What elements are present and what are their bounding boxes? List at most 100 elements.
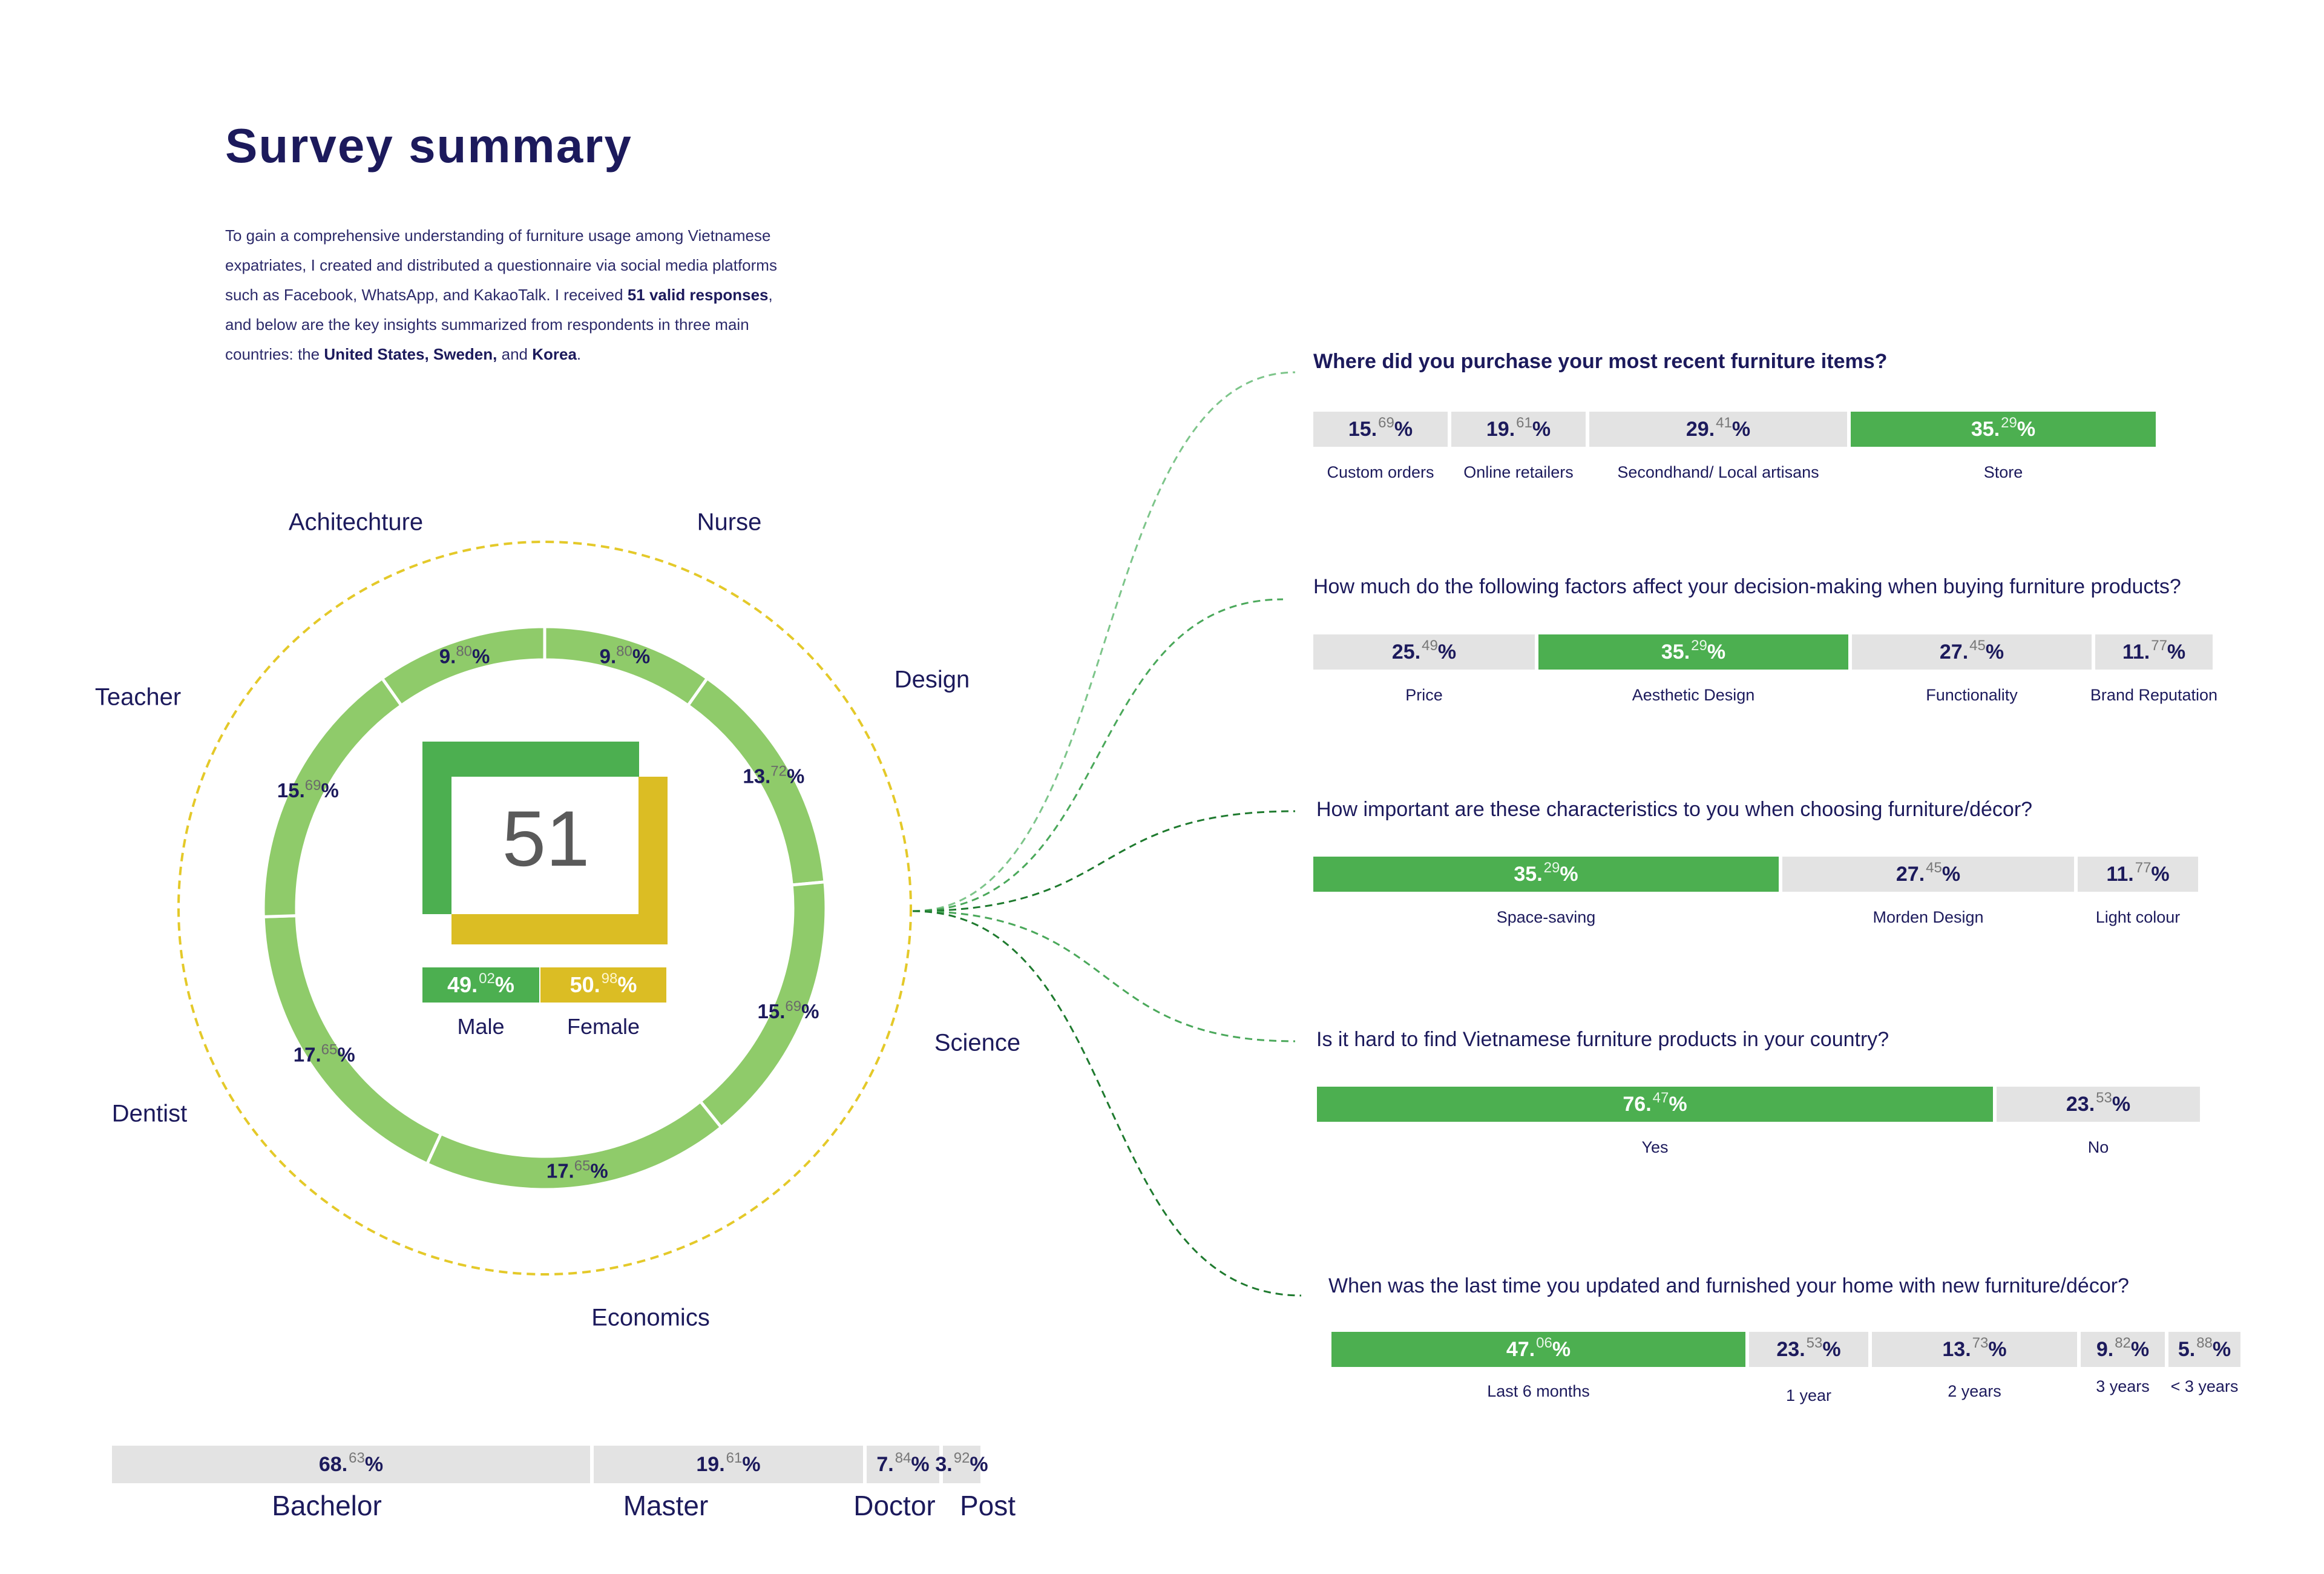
bar-value: 35. [1661,640,1690,664]
bar-value-decimal: 45 [1969,637,1986,654]
bar-segment-secondhand-local-artisans: 29. 41% [1589,412,1847,447]
total-responses: 51 [502,794,590,883]
category-label-aesthetic-design: Aesthetic Design [1632,686,1755,704]
bar-segment-morden-design: 27. 45% [1782,857,2074,892]
percent-sign: % [1560,862,1578,886]
bar-value-decimal: 92 [953,1450,970,1466]
bar-segment-yes: 76. 47% [1317,1087,1993,1122]
category-label-post: Post [959,1490,1016,1521]
bar-value: 15. [1348,417,1377,441]
bar-segment-aesthetic-design: 35. 29% [1538,634,1848,670]
occupation-label-economics: Economics [591,1304,710,1331]
bar-segment-last-6-months: 47. 06% [1331,1332,1745,1367]
bar-value-decimal: 77 [2151,637,2167,654]
bar-value: 7. [876,1452,894,1476]
bar-value: 50. [570,972,600,997]
connector-line [912,910,1302,1297]
bar-value: 19. [1486,417,1515,441]
bar-value: 5. [2178,1337,2196,1361]
percent-sign: % [617,972,637,997]
question-title: How important are these characteristics … [1316,798,2033,821]
bar-segment-male: 49. 02% [422,967,539,1003]
bar-value-decimal: 41 [1716,415,1732,431]
donut-value-labels: 9.80% 13.72% 15.69% 17.65% 17.65% 15.69% 9.80% [277,644,819,1182]
question-title: How much do the following factors affect… [1313,575,2181,598]
category-label-master: Master [623,1490,709,1521]
bar-value-decimal: 61 [1516,415,1532,431]
category-label-functionality: Functionality [1926,686,2018,704]
category-label-custom-orders: Custom orders [1327,463,1434,481]
bar-segment-no: 23. 53% [1997,1087,2200,1122]
percent-sign: % [911,1452,930,1476]
percent-sign: % [2151,862,2170,886]
bar-segment-3-years: 9. 82% [2081,1332,2165,1367]
bar-value: 68. [318,1452,348,1476]
question-title: When was the last time you updated and f… [1328,1274,2129,1297]
bar-value-decimal: 53 [1806,1335,1823,1351]
bar-value: 27. [1896,862,1925,886]
connector-lines [912,371,1302,1297]
category-label-morden-design: Morden Design [1873,908,1984,926]
category-label-online-retailers: Online retailers [1463,463,1574,481]
bar-value: 76. [1623,1092,1652,1116]
occupation-label-nurse: Nurse [697,509,762,536]
center-frame-left [422,742,451,914]
question-title: Where did you purchase your most recent … [1313,350,1888,373]
donut-slice-achitechture [379,625,547,708]
center-frame-bottom [451,914,668,944]
bar-value-decimal: 88 [2196,1335,2213,1351]
bar-value: 13. [1942,1337,1971,1361]
percent-sign: % [970,1452,988,1476]
category-label-1-year: 1 year [1785,1386,1832,1404]
percent-sign: % [1822,1337,1841,1361]
percent-sign: % [494,972,514,997]
bar-value: 29. [1686,417,1715,441]
occupation-label-teacher: Teacher [94,683,182,711]
bar-value-decimal: 47 [1652,1090,1669,1106]
page-title: Survey summary [225,119,632,173]
bar-segment-functionality: 27. 45% [1852,634,2092,670]
bar-value: 25. [1391,640,1421,664]
bar-value-decimal: 29 [2001,415,2017,431]
bar-segment-online-retailers: 19. 61% [1451,412,1586,447]
percent-sign: % [1732,417,1751,441]
connector-line [912,810,1296,912]
bar-value-decimal: 63 [349,1450,365,1466]
bar-value-decimal: 02 [479,970,495,987]
bar-value-decimal: 84 [894,1450,911,1466]
occupation-label-design: Design [894,666,970,693]
donut-value-achitechture: 9.80% [439,644,490,668]
percent-sign: % [2212,1337,2231,1361]
bar-segment-doctor: 7. 84% [867,1446,939,1483]
category-label-bachelor: Bachelor [272,1490,382,1521]
percent-sign: % [1707,640,1726,664]
center-frame-top [422,742,639,777]
occupation-label-science: Science [934,1029,1021,1056]
connector-line [912,598,1284,912]
bar-value-decimal: 53 [2096,1090,2112,1106]
bar-value-decimal: 06 [1536,1335,1552,1351]
donut-slice-dentist [261,914,444,1166]
percent-sign: % [1669,1092,1687,1116]
bar-value: 11. [2106,862,2134,886]
bar-segment-custom-orders: 15. 69% [1313,412,1448,447]
bar-segment-space-saving: 35. 29% [1313,857,1779,892]
category-label-space-saving: Space-saving [1496,908,1596,926]
percent-sign: % [2112,1092,2131,1116]
outer-dashed-circle [177,541,912,1276]
donut-value-design: 13.72% [743,763,804,787]
category-label-light-colour: Light colour [2095,908,2181,926]
donut-value-science: 15.69% [758,998,819,1022]
donut-value-economics: 17.65% [547,1158,608,1182]
bar-value-decimal: 29 [1543,860,1560,876]
bar-segment-2-years: 13. 73% [1872,1332,2077,1367]
category-label-doctor: Doctor [853,1490,936,1521]
percent-sign: % [2130,1337,2150,1361]
bar-value: 27. [1939,640,1969,664]
percent-sign: % [1988,1337,2007,1361]
percent-sign: % [1985,640,2004,664]
bar-value-decimal: 45 [1926,860,1942,876]
donut-value-teacher: 15.69% [277,777,339,802]
bar-value: 23. [1776,1337,1805,1361]
category-label-last-6-months: Last 6 months [1487,1382,1590,1400]
